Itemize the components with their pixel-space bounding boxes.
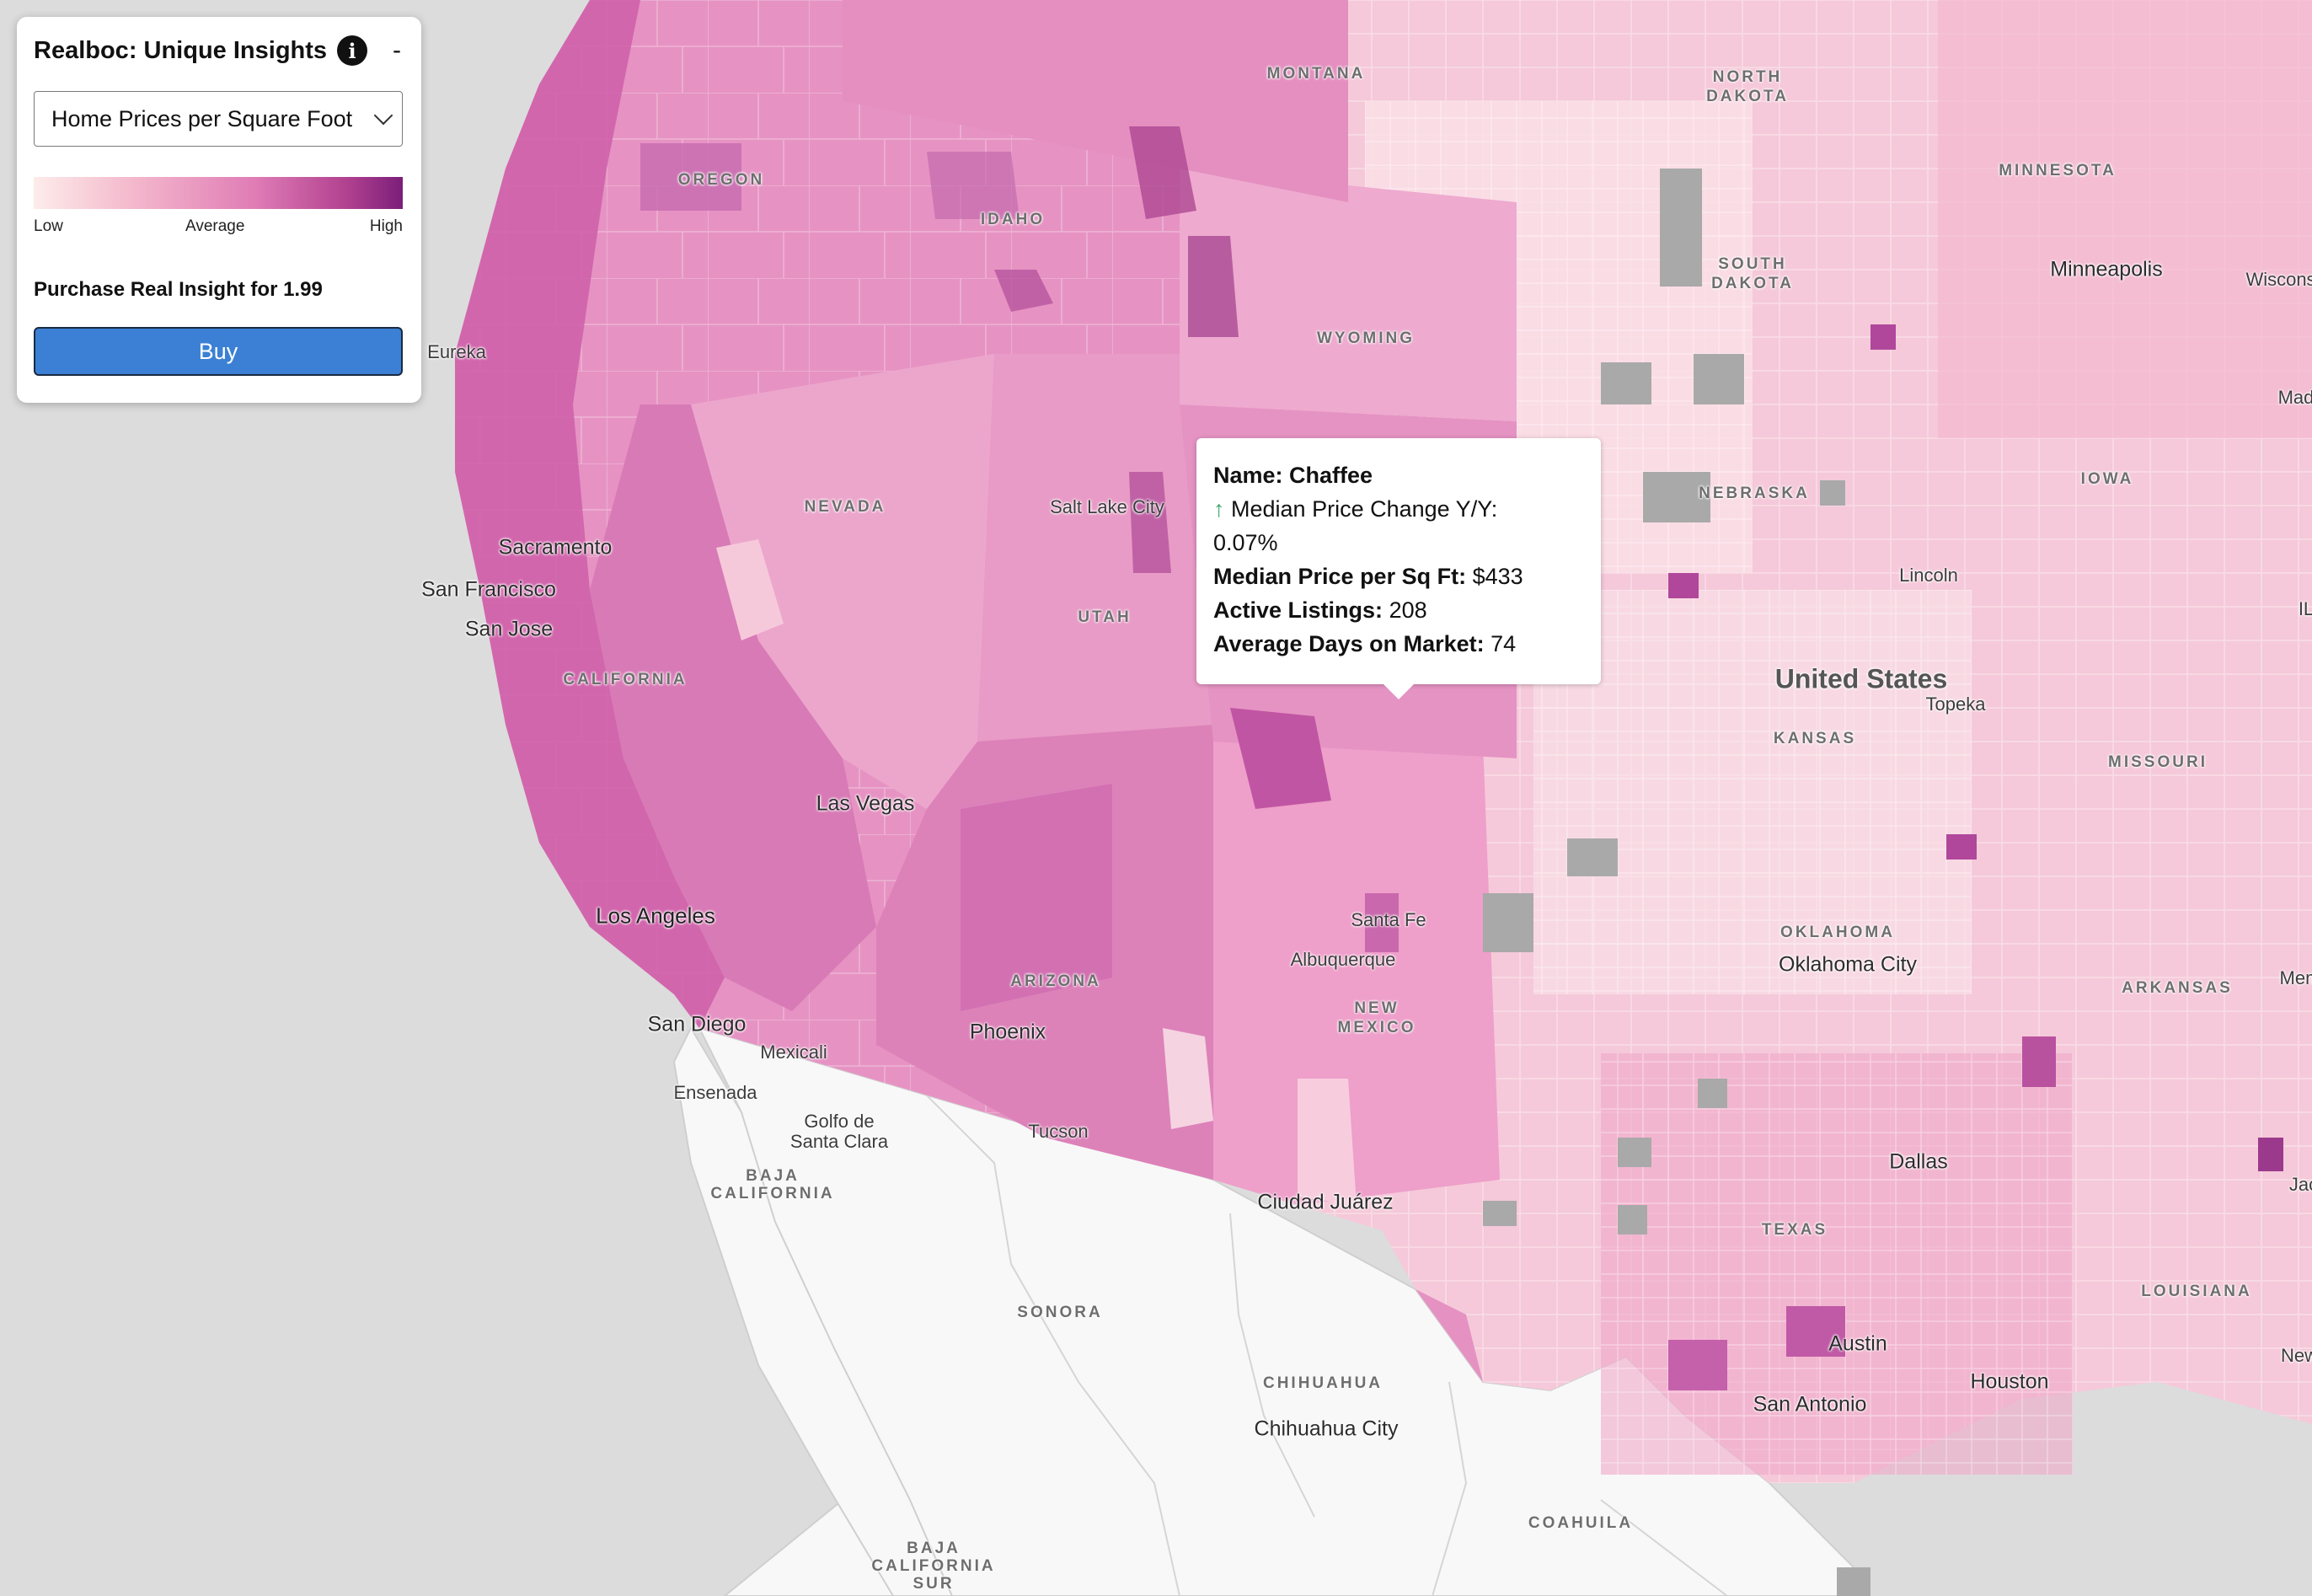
state-label-baja-california-1: BAJA (746, 1167, 800, 1185)
tooltip-change-row: ↑ Median Price Change Y/Y: (1213, 492, 1584, 526)
state-label-idaho: IDAHO (980, 211, 1046, 228)
state-label-coahuila: COAHUILA (1528, 1514, 1634, 1532)
city-label-phoenix: Phoenix (969, 1020, 1046, 1044)
panel-title: Realboc: Unique Insights (34, 36, 328, 64)
city-label-jac: Jac (2288, 1174, 2312, 1195)
state-label-new-mexico-2: MEXICO (1337, 1019, 1416, 1036)
state-label-new-mexico-1: NEW (1354, 999, 1400, 1017)
state-label-arizona: ARIZONA (1010, 972, 1101, 990)
state-label-oklahoma: OKLAHOMA (1780, 924, 1895, 941)
legend-labels: Low Average High (34, 217, 403, 241)
insights-panel: Realboc: Unique Insights i - Home Prices… (17, 17, 421, 403)
state-label-north-dakota-2: DAKOTA (1706, 88, 1789, 105)
legend-high-label: High (369, 217, 403, 235)
city-label-san-jose: San Jose (464, 617, 554, 641)
baja-peninsula (672, 1026, 954, 1596)
state-label-south-dakota-2: DAKOTA (1711, 275, 1794, 292)
city-label-oklahoma-city: Oklahoma City (1779, 952, 1917, 977)
city-label-wiscons: Wiscons (2245, 269, 2312, 290)
city-label-san-antonio: San Antonio (1753, 1392, 1867, 1417)
state-label-oregon: OREGON (677, 171, 765, 189)
tooltip-name-row: Name: Chaffee (1213, 458, 1584, 492)
tooltip-change-value: 0.07% (1213, 530, 1278, 555)
minimize-button[interactable]: - (393, 36, 401, 64)
tooltip-name-label: Name: (1213, 463, 1283, 488)
tooltip-days-value: 74 (1490, 631, 1517, 656)
tooltip-name-value: Chaffee (1289, 463, 1373, 488)
metric-select-value: Home Prices per Square Foot (51, 105, 353, 131)
state-label-south-dakota-1: SOUTH (1718, 255, 1787, 273)
legend-average-label: Average (185, 217, 245, 235)
state-label-missouri: MISSOURI (2108, 753, 2208, 771)
city-label-san-diego: San Diego (647, 1012, 747, 1036)
tooltip-days-label: Average Days on Market: (1213, 631, 1485, 656)
city-label-salt-lake-city: Salt Lake City (1050, 496, 1164, 517)
tooltip-price-row: Median Price per Sq Ft: $433 (1213, 560, 1584, 593)
city-label-las-vegas: Las Vegas (816, 791, 915, 816)
state-label-nebraska: NEBRASKA (1699, 485, 1810, 502)
city-label-houston: Houston (1970, 1369, 2049, 1394)
city-label-chihuahua-city: Chihuahua City (1254, 1417, 1399, 1441)
city-label-ciudad-juarez: Ciudad Juárez (1257, 1190, 1394, 1214)
city-label-santa-fe: Santa Fe (1351, 909, 1426, 930)
state-label-kansas: KANSAS (1773, 730, 1857, 747)
state-label-baja-sur-3: SUR (912, 1575, 955, 1593)
chevron-down-icon (373, 105, 393, 126)
state-label-baja-california-2: CALIFORNIA (710, 1185, 835, 1202)
tooltip-price-value: $433 (1472, 564, 1523, 589)
arrow-up-icon: ↑ (1213, 496, 1225, 522)
panel-header: Realboc: Unique Insights i - (34, 34, 404, 67)
city-label-topeka: Topeka (1925, 694, 1986, 715)
state-label-baja-sur-1: BAJA (907, 1540, 961, 1557)
city-label-dallas: Dallas (1889, 1149, 1948, 1174)
city-label-san-francisco: San Francisco (421, 577, 556, 602)
state-label-california: CALIFORNIA (563, 671, 688, 688)
city-label-los-angeles: Los Angeles (596, 902, 715, 929)
city-label-eureka: Eureka (427, 341, 486, 362)
purchase-text: Purchase Real Insight for 1.99 (34, 278, 323, 301)
city-label-mem: Mem (2279, 967, 2312, 988)
buy-button[interactable]: Buy (34, 327, 403, 376)
tooltip-days-row: Average Days on Market: 74 (1213, 627, 1584, 661)
city-label-lincoln: Lincoln (1899, 565, 1958, 586)
state-label-minnesota: MINNESOTA (1999, 162, 2117, 179)
state-label-louisiana: LOUISIANA (2141, 1283, 2252, 1300)
county-tooltip: Name: Chaffee ↑ Median Price Change Y/Y:… (1196, 438, 1601, 699)
state-label-chihuahua: CHIHUAHUA (1262, 1374, 1383, 1392)
legend-gradient-bar (34, 177, 403, 209)
city-label-golfo-2: Santa Clara (789, 1131, 889, 1152)
city-label-austin: Austin (1828, 1331, 1887, 1356)
state-label-utah: UTAH (1078, 608, 1132, 626)
city-label-new: New (2280, 1345, 2312, 1366)
city-label-ensenada: Ensenada (673, 1082, 757, 1103)
tooltip-listings-row: Active Listings: 208 (1213, 593, 1584, 627)
city-label-minneapolis: Minneapolis (2050, 257, 2163, 281)
country-label-united-states: United States (1774, 663, 1948, 694)
state-label-wyoming: WYOMING (1317, 329, 1415, 347)
city-label-albuquerque: Albuquerque (1290, 949, 1396, 970)
city-label-tucson: Tucson (1028, 1121, 1089, 1142)
city-label-mexicali: Mexicali (760, 1042, 827, 1063)
state-label-arkansas: ARKANSAS (2122, 979, 2233, 997)
city-label-golfo-1: Golfo de (804, 1111, 875, 1132)
state-label-nevada: NEVADA (804, 498, 886, 516)
tooltip-change-label: Median Price Change Y/Y: (1231, 496, 1498, 522)
state-label-montana: MONTANA (1266, 65, 1366, 83)
state-label-iowa: IOWA (2080, 470, 2134, 488)
tooltip-listings-value: 208 (1389, 597, 1427, 623)
legend-low-label: Low (34, 217, 63, 235)
info-icon[interactable]: i (337, 35, 368, 66)
state-label-texas: TEXAS (1761, 1221, 1828, 1239)
city-label-mad: Mad (2277, 387, 2312, 408)
city-label-sacramento: Sacramento (498, 535, 613, 560)
state-label-north-dakota-1: NORTH (1712, 68, 1783, 86)
tooltip-price-label: Median Price per Sq Ft: (1213, 564, 1467, 589)
tooltip-listings-label: Active Listings: (1213, 597, 1383, 623)
state-label-sonora: SONORA (1017, 1304, 1103, 1321)
city-label-il: IL (2298, 598, 2312, 619)
metric-select[interactable]: Home Prices per Square Foot (34, 91, 403, 147)
state-label-baja-sur-2: CALIFORNIA (871, 1557, 996, 1575)
